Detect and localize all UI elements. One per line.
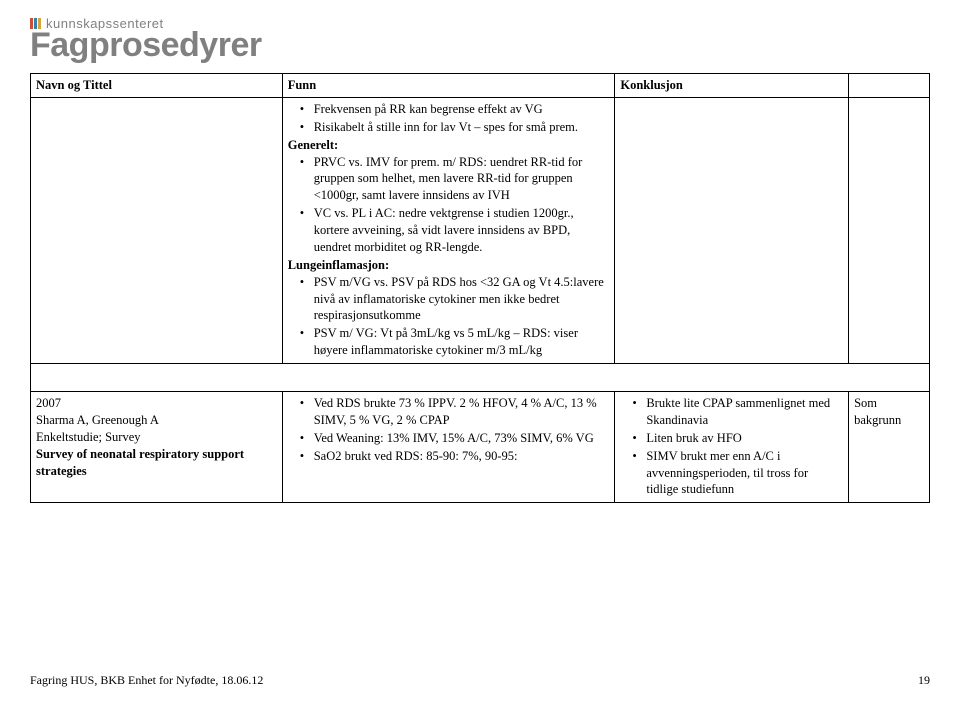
table-header-row: Navn og Tittel Funn Konklusjon <box>31 74 930 98</box>
list-item: Frekvensen på RR kan begrense effekt av … <box>288 101 610 118</box>
list-item: PRVC vs. IMV for prem. m/ RDS: uendret R… <box>288 154 610 205</box>
cell-funn-1: Frekvensen på RR kan begrense effekt av … <box>282 97 615 363</box>
subhead-generelt: Generelt: <box>288 137 610 154</box>
study-authors: Sharma A, Greenough A <box>36 412 277 429</box>
funn-top-list: Frekvensen på RR kan begrense effekt av … <box>288 101 610 136</box>
th-last <box>849 74 930 98</box>
list-item: Ved RDS brukte 73 % IPPV. 2 % HFOV, 4 % … <box>288 395 610 429</box>
cell-navn-2: 2007 Sharma A, Greenough A Enkeltstudie;… <box>31 392 283 503</box>
list-item: SIMV brukt mer enn A/C i avvenningsperio… <box>620 448 843 499</box>
cell-konk-1 <box>615 97 849 363</box>
cell-navn-1 <box>31 97 283 363</box>
page-header: kunnskapssenteret Fagprosedyrer <box>30 16 930 65</box>
list-item: VC vs. PL i AC: nedre vektgrense i studi… <box>288 205 610 256</box>
funn2-list: Ved RDS brukte 73 % IPPV. 2 % HFOV, 4 % … <box>288 395 610 465</box>
subhead-lunge: Lungeinflamasjon: <box>288 257 610 274</box>
cell-konk-2: Brukte lite CPAP sammenlignet med Skandi… <box>615 392 849 503</box>
th-navn: Navn og Tittel <box>31 74 283 98</box>
funn-lunge-list: PSV m/VG vs. PSV på RDS hos <32 GA og Vt… <box>288 274 610 359</box>
footer-page-number: 19 <box>918 673 930 688</box>
study-title-1: Survey of neonatal respiratory support <box>36 447 244 461</box>
list-item: Risikabelt å stille inn for lav Vt – spe… <box>288 119 610 136</box>
last-text: Som bakgrunn <box>854 395 924 429</box>
list-item: Brukte lite CPAP sammenlignet med Skandi… <box>620 395 843 429</box>
cell-last-2: Som bakgrunn <box>849 392 930 503</box>
study-year: 2007 <box>36 395 277 412</box>
list-item: PSV m/VG vs. PSV på RDS hos <32 GA og Vt… <box>288 274 610 325</box>
th-funn: Funn <box>282 74 615 98</box>
footer-left: Fagring HUS, BKB Enhet for Nyfødte, 18.0… <box>30 673 263 688</box>
logo-big-text: Fagprosedyrer <box>30 26 930 65</box>
th-konklusjon: Konklusjon <box>615 74 849 98</box>
table-row: 2007 Sharma A, Greenough A Enkeltstudie;… <box>31 392 930 503</box>
study-type: Enkeltstudie; Survey <box>36 429 277 446</box>
list-item: PSV m/ VG: Vt på 3mL/kg vs 5 mL/kg – RDS… <box>288 325 610 359</box>
list-item: Ved Weaning: 13% IMV, 15% A/C, 73% SIMV,… <box>288 430 610 447</box>
table-row: Frekvensen på RR kan begrense effekt av … <box>31 97 930 363</box>
funn-generelt-list: PRVC vs. IMV for prem. m/ RDS: uendret R… <box>288 154 610 256</box>
spacer-cell <box>31 364 930 392</box>
study-title-2: strategies <box>36 464 87 478</box>
page-footer: Fagring HUS, BKB Enhet for Nyfødte, 18.0… <box>30 673 930 688</box>
main-table: Navn og Tittel Funn Konklusjon Frekvense… <box>30 73 930 503</box>
list-item: Liten bruk av HFO <box>620 430 843 447</box>
cell-funn-2: Ved RDS brukte 73 % IPPV. 2 % HFOV, 4 % … <box>282 392 615 503</box>
list-item: SaO2 brukt ved RDS: 85-90: 7%, 90-95: <box>288 448 610 465</box>
cell-last-1 <box>849 97 930 363</box>
spacer-row <box>31 364 930 392</box>
konk2-list: Brukte lite CPAP sammenlignet med Skandi… <box>620 395 843 498</box>
